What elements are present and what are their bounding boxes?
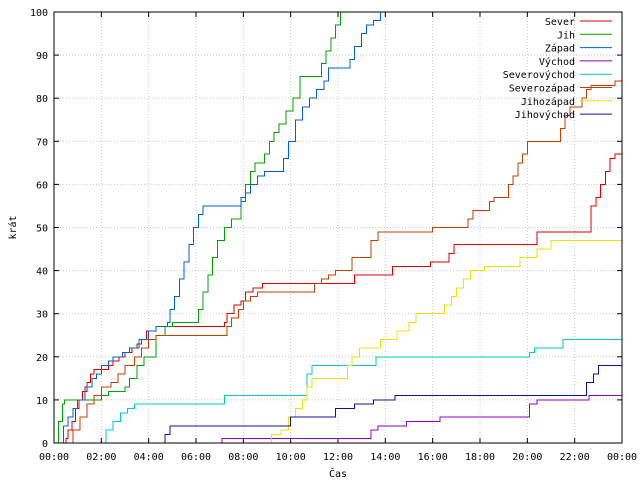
y-tick-label: 20 xyxy=(36,353,48,364)
y-tick-label: 0 xyxy=(42,439,48,450)
series-line-severozapad xyxy=(54,80,622,444)
x-tick-label: 14:00 xyxy=(370,452,400,463)
x-tick-label: 00:00 xyxy=(39,452,69,463)
series-line-vychod xyxy=(54,395,622,444)
series-line-jihozapad xyxy=(54,239,622,444)
x-tick-label: 12:00 xyxy=(323,452,353,463)
plot-frame xyxy=(53,11,623,444)
x-tick-label: 00:00 xyxy=(607,452,637,463)
axis-ticks: 0 10 20 30 40 50 60 70 80 90 100 00:00 02:00 04:00 06:… xyxy=(30,8,637,463)
x-tick-label: 20:00 xyxy=(512,452,542,463)
y-tick-label: 10 xyxy=(36,396,48,407)
series-line-jihovychod xyxy=(54,364,622,444)
x-tick-label: 18:00 xyxy=(465,452,495,463)
legend-label-severozapad: Severozápad xyxy=(509,83,575,95)
x-tick-label: 04:00 xyxy=(134,452,164,463)
series-line-zapad xyxy=(54,11,622,444)
y-tick-label: 100 xyxy=(30,8,48,19)
x-tick-label: 08:00 xyxy=(228,452,258,463)
x-tick-label: 02:00 xyxy=(86,452,116,463)
y-tick-label: 60 xyxy=(36,180,48,191)
legend-label-sever: Sever xyxy=(545,17,575,28)
x-tick-label: 10:00 xyxy=(276,452,306,463)
legend-label-severovychod: Severovýchod xyxy=(503,69,575,81)
legend-label-jihovychod: Jihovýchod xyxy=(515,109,575,121)
legend-label-jihozapad: Jihozápad xyxy=(521,96,575,108)
series-line-jih xyxy=(54,11,622,444)
y-tick-label: 50 xyxy=(36,224,48,235)
legend-label-zapad: Západ xyxy=(545,43,575,55)
y-axis-title: krát xyxy=(7,215,19,239)
y-tick-label: 30 xyxy=(36,310,48,321)
series-line-severovychod xyxy=(54,339,622,444)
y-tick-label: 40 xyxy=(36,267,48,278)
legend-label-jih: Jih xyxy=(557,30,575,41)
y-tick-label: 70 xyxy=(36,137,48,148)
x-tick-label: 06:00 xyxy=(181,452,211,463)
y-tick-label: 90 xyxy=(36,51,48,62)
x-axis-title: Čas xyxy=(329,467,347,480)
x-tick-label: 16:00 xyxy=(418,452,448,463)
y-tick-label: 80 xyxy=(36,94,48,105)
legend-label-vychod: Východ xyxy=(539,56,575,68)
series-lines xyxy=(54,11,622,444)
x-tick-label: 22:00 xyxy=(560,452,590,463)
